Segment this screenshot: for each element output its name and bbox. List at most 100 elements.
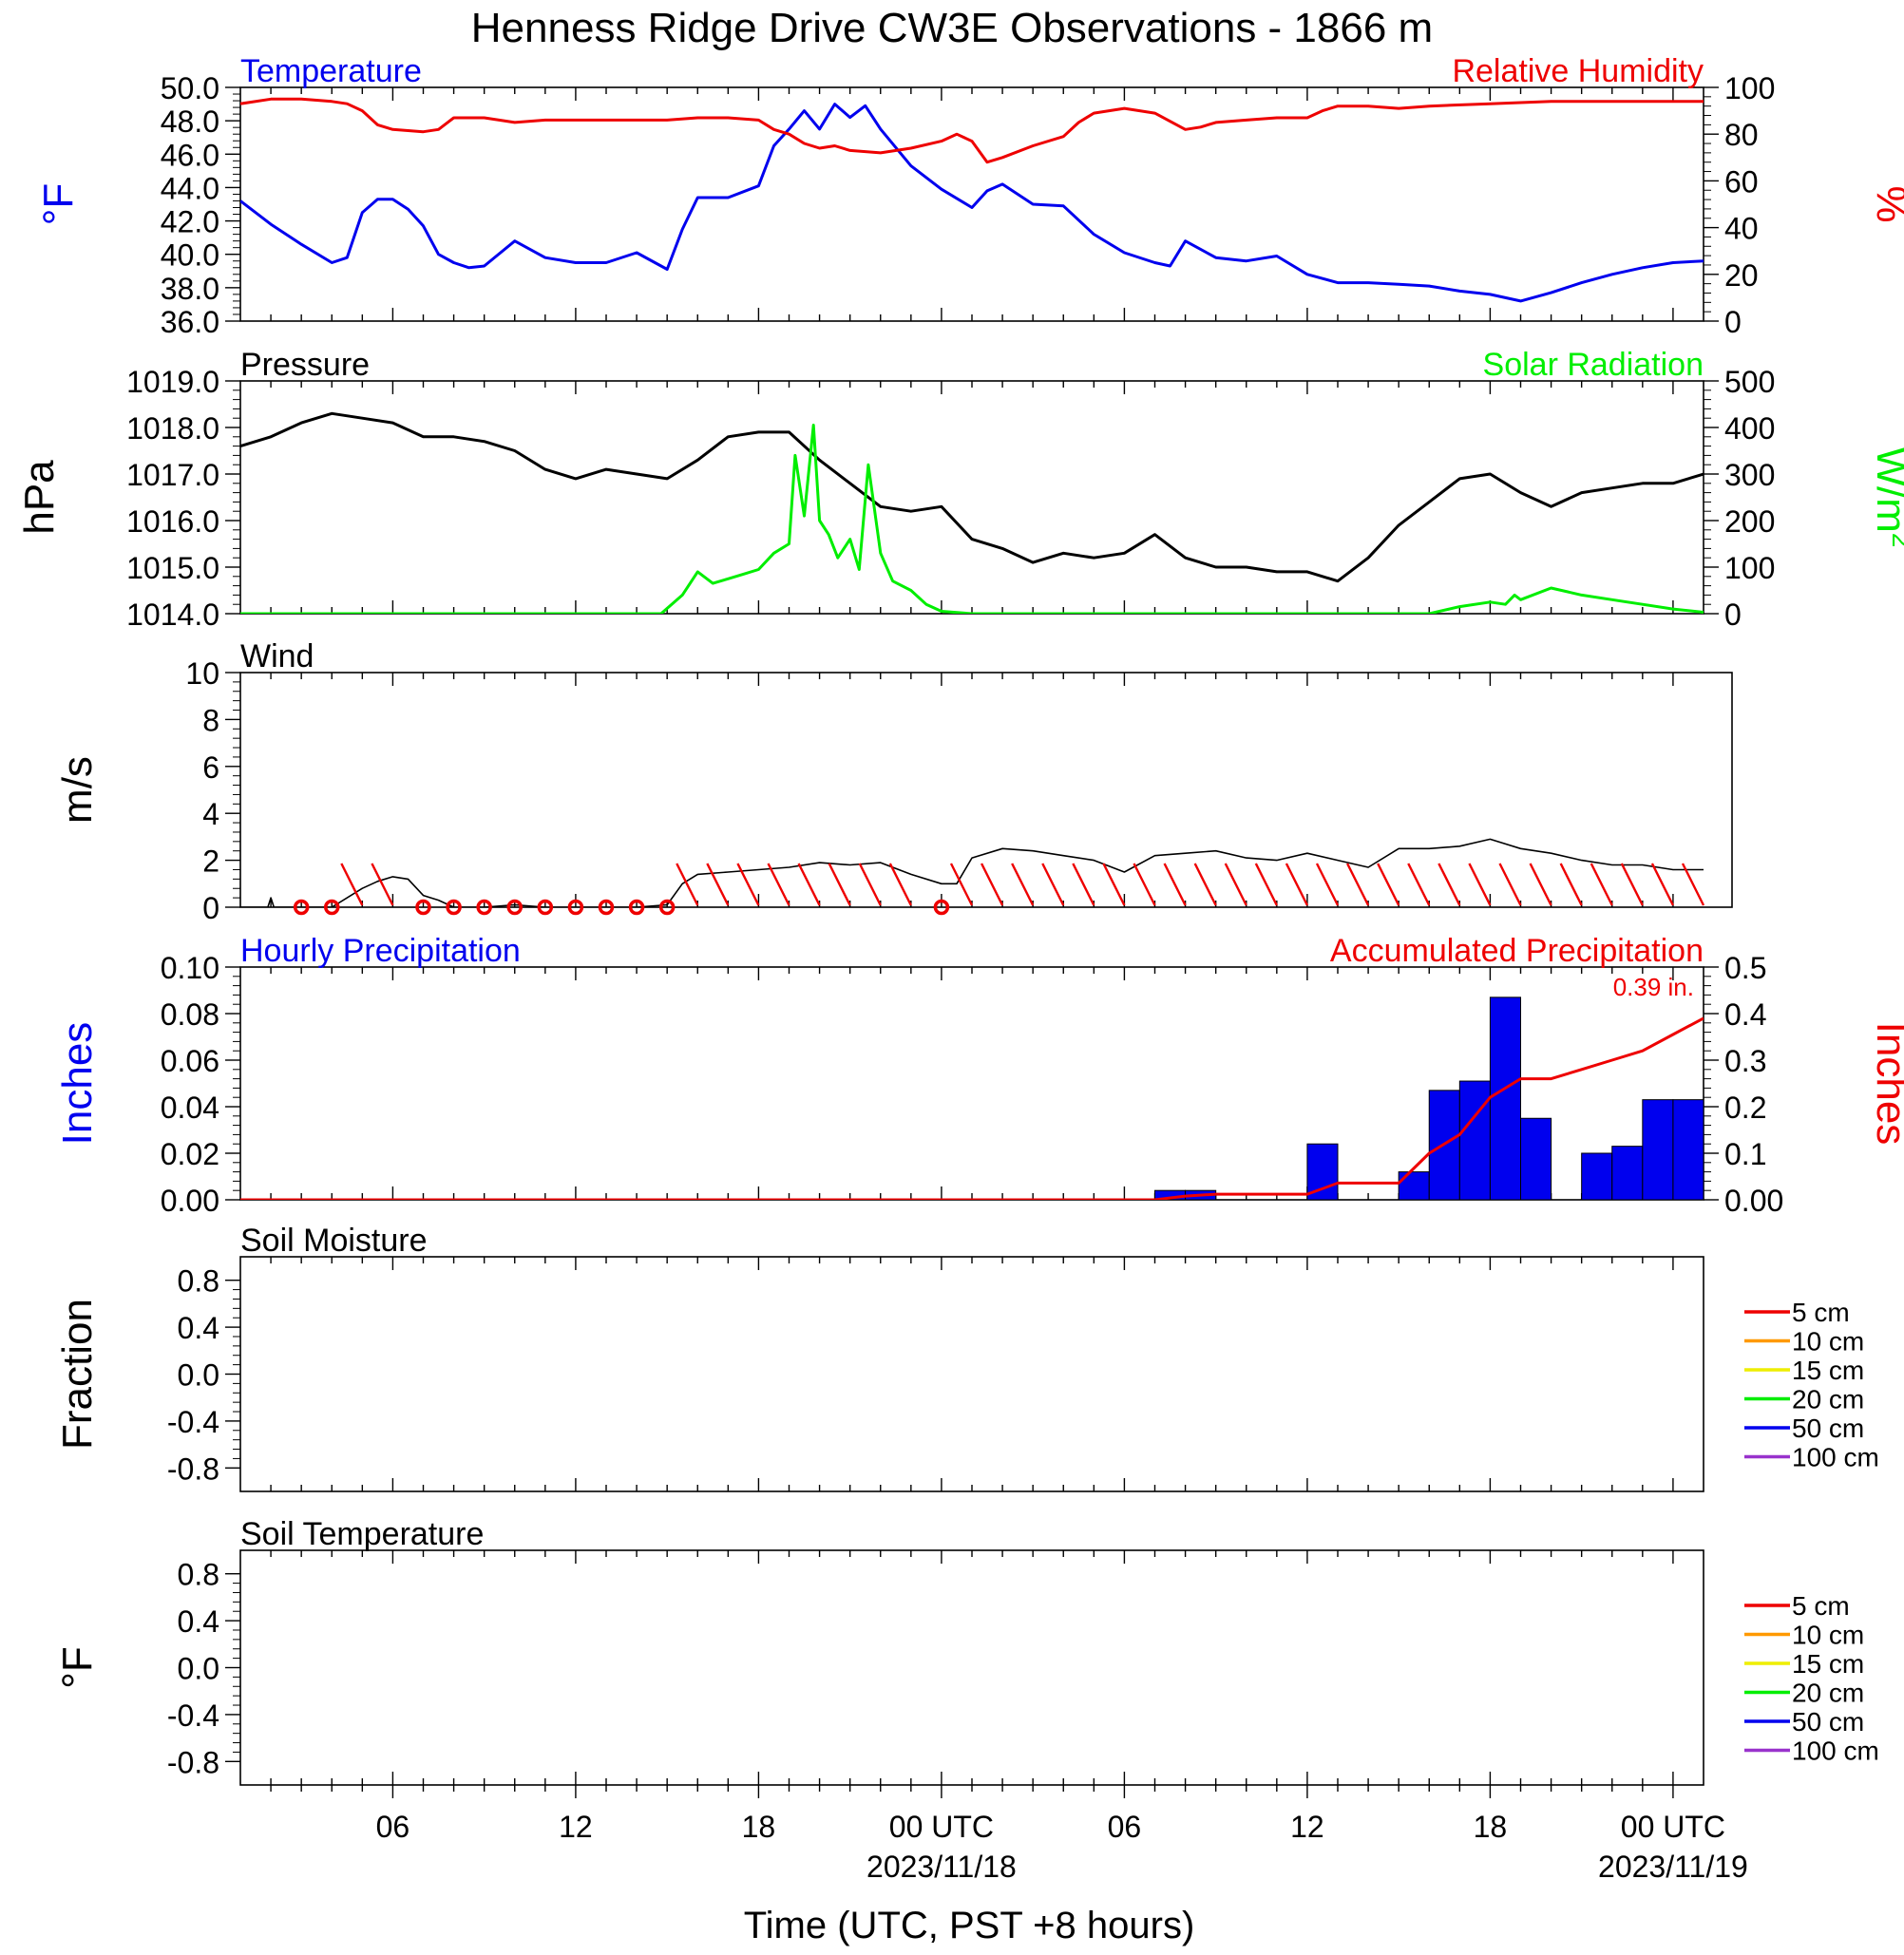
x-axis-label: Time (UTC, PST +8 hours): [744, 1905, 1195, 1946]
calm-wind-marker: [446, 899, 462, 916]
y-right-tick-label: 500: [1724, 365, 1775, 399]
accumulation-annotation: 0.39 in.: [1613, 973, 1694, 1001]
calm-wind-marker: [567, 899, 584, 916]
y-right-tick-label: 100: [1724, 551, 1775, 585]
wind-barb: [1590, 863, 1613, 906]
wind-barb: [1224, 863, 1247, 906]
precip-bar: [1642, 1099, 1674, 1200]
x-tick-label: 00 UTC: [1621, 1810, 1725, 1844]
y-right-tick-label: 400: [1724, 411, 1775, 446]
legend-label: 10 cm: [1792, 1327, 1864, 1357]
y-left-tick-label: 1017.0: [126, 458, 219, 492]
calm-wind-marker: [933, 899, 950, 916]
y-left-tick-label: 38.0: [161, 272, 219, 306]
series-line: [240, 97, 1704, 164]
panel-title-left: Pressure: [240, 347, 370, 383]
calm-wind-marker: [415, 899, 431, 916]
wind-barb: [1346, 863, 1370, 906]
y-axis-label-left: Inches: [54, 1022, 101, 1146]
legend-label: 20 cm: [1792, 1385, 1864, 1414]
y-left-tick-label: 10: [185, 656, 219, 691]
y-axis-label-superscript: 2: [1887, 533, 1904, 548]
wind-barb: [1011, 863, 1035, 906]
wind-barb: [736, 863, 760, 906]
calm-wind-marker: [324, 899, 340, 916]
series-line: [240, 103, 1704, 303]
x-tick-label: 06: [1108, 1810, 1142, 1844]
wind-barb: [1102, 863, 1126, 906]
legend-label: 20 cm: [1792, 1679, 1864, 1708]
series-line: [240, 838, 1704, 907]
calm-wind-marker: [537, 899, 554, 916]
y-left-tick-label: 1018.0: [126, 411, 219, 446]
legend-label: 100 cm: [1792, 1443, 1879, 1472]
y-axis-label-right: Inches: [1868, 1022, 1904, 1146]
wind-barb: [340, 863, 364, 906]
y-left-tick-label: 0.4: [178, 1311, 219, 1345]
panel-title-left: Soil Moisture: [240, 1223, 428, 1259]
wind-barb: [1620, 863, 1644, 906]
y-left-tick-label: 42.0: [161, 205, 219, 239]
wind-barb: [981, 863, 1004, 906]
calm-wind-marker: [293, 899, 310, 916]
y-left-tick-label: 48.0: [161, 104, 219, 139]
y-left-tick-label: 2: [202, 845, 219, 879]
y-right-tick-label: 0.00: [1724, 1184, 1783, 1218]
precip-bar: [1611, 1146, 1644, 1200]
precip-bar: [1489, 996, 1521, 1200]
precip-bar: [1306, 1143, 1339, 1200]
y-axis-label-left: m/s: [54, 756, 101, 824]
y-right-tick-label: 0.4: [1724, 997, 1766, 1032]
plot-frame: [239, 380, 1704, 615]
y-axis-label-left: hPa: [16, 460, 63, 535]
panel-title-right: Relative Humidity: [1452, 53, 1704, 89]
legend-label: 10 cm: [1792, 1621, 1864, 1650]
series-line: [240, 411, 1704, 583]
wind-barb: [1254, 863, 1278, 906]
panel-title-left: Temperature: [240, 53, 422, 89]
y-axis-label-left: °F: [54, 1646, 101, 1688]
wind-barb: [828, 863, 851, 906]
wind-barb: [949, 863, 974, 906]
y-left-tick-label: 50.0: [161, 71, 219, 105]
x-tick-label: 18: [742, 1810, 776, 1844]
precip-bar: [1398, 1171, 1430, 1200]
wind-barb: [371, 863, 394, 906]
y-right-tick-label: 20: [1724, 258, 1759, 293]
calm-wind-marker: [506, 899, 523, 916]
panel-precip: 0.00 0.02 0.04 0.06 0.08 0.10 0.00 0.1 0.2 0.3 0.4…: [54, 933, 1904, 1218]
calm-wind-marker: [658, 899, 676, 916]
y-left-tick-label: 0.8: [178, 1558, 219, 1592]
wind-barb: [1285, 863, 1308, 906]
y-left-tick-label: 0.00: [161, 1184, 219, 1218]
x-tick-label: 12: [559, 1810, 593, 1844]
y-left-tick-label: 0.0: [178, 1652, 219, 1686]
x-date-label: 2023/11/18: [866, 1850, 1017, 1884]
y-right-tick-label: 60: [1724, 164, 1759, 199]
y-right-tick-label: 0.1: [1724, 1137, 1766, 1171]
y-axis-label-right: W/m2: [1868, 447, 1904, 548]
precip-bar: [1458, 1080, 1491, 1200]
y-right-tick-label: 0: [1724, 305, 1742, 339]
y-left-tick-label: -0.8: [167, 1452, 219, 1486]
legend-label: 5 cm: [1792, 1298, 1850, 1327]
y-right-tick-label: 40: [1724, 212, 1759, 246]
y-left-tick-label: 0.0: [178, 1358, 219, 1393]
wind-barb: [1407, 863, 1431, 906]
y-right-tick-label: 0.3: [1724, 1044, 1766, 1078]
wind-barb: [1072, 863, 1095, 906]
x-tick-label: 06: [376, 1810, 410, 1844]
legend-label: 5 cm: [1792, 1591, 1850, 1621]
y-left-tick-label: 36.0: [161, 305, 219, 339]
y-left-tick-label: 1014.0: [126, 598, 219, 632]
y-left-tick-label: -0.4: [167, 1405, 219, 1439]
y-left-tick-label: 1019.0: [126, 365, 219, 399]
wind-barb: [1438, 863, 1461, 906]
precip-bar: [1672, 1099, 1704, 1200]
y-left-tick-label: -0.8: [167, 1745, 219, 1779]
legend-label: 50 cm: [1792, 1414, 1864, 1443]
series-line: [240, 1016, 1704, 1200]
y-left-tick-label: 0.4: [178, 1604, 219, 1639]
